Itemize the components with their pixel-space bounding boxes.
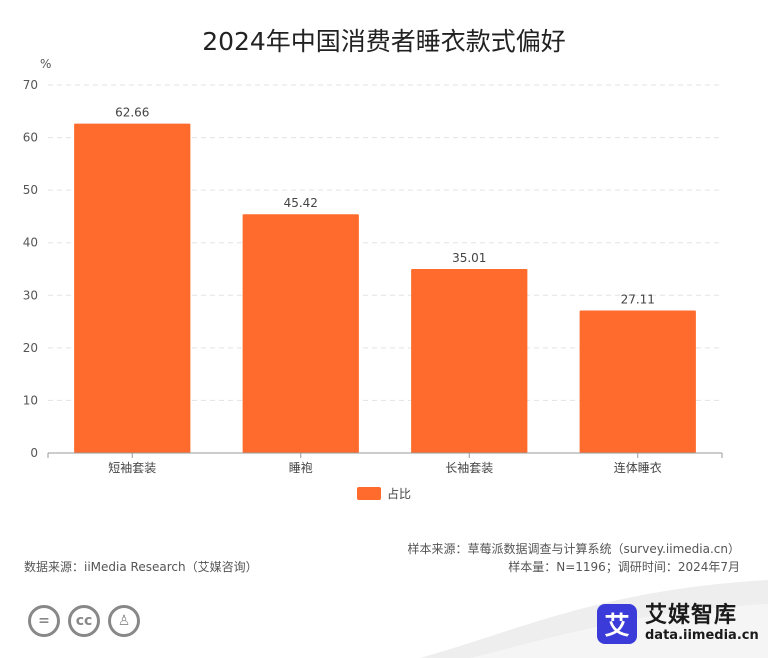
brand-name: 艾媒智库 — [645, 603, 738, 628]
y-tick-label: 60 — [23, 131, 38, 145]
y-tick-label: 50 — [23, 183, 38, 197]
brand-badge-icon: 艾 — [597, 604, 637, 644]
x-tick-label: 短袖套装 — [108, 460, 156, 475]
x-tick-label: 连体睡衣 — [614, 460, 662, 475]
y-axis-unit-label: % — [40, 57, 51, 71]
value-labels: 62.66 45.42 35.01 27.11 — [115, 106, 655, 307]
value-label: 35.01 — [452, 251, 486, 265]
license-icons: = cc ♙ — [28, 605, 140, 637]
value-label: 62.66 — [115, 106, 149, 120]
sample-source: 样本来源：草莓派数据调查与计算系统（survey.iimedia.cn） — [407, 542, 740, 556]
x-tick-label: 睡袍 — [289, 460, 313, 475]
y-axis-ticks: 0 10 20 30 40 50 60 70 — [23, 78, 38, 460]
sample-info: 样本量：N=1196；调研时间：2024年7月 — [508, 560, 740, 574]
y-tick-label: 40 — [23, 236, 38, 250]
value-label: 27.11 — [621, 292, 655, 306]
person-icon: ♙ — [108, 605, 140, 637]
chart-title: 2024年中国消费者睡衣款式偏好 — [202, 27, 566, 56]
y-tick-label: 20 — [23, 341, 38, 355]
x-axis-ticks: 短袖套装 睡袍 长袖套装 连体睡衣 — [47, 453, 723, 475]
bar — [579, 310, 696, 453]
y-tick-label: 70 — [23, 78, 38, 92]
cc-icon: cc — [68, 605, 100, 637]
x-tick-label: 长袖套装 — [445, 460, 493, 475]
equal-sign-icon: = — [28, 605, 60, 637]
y-tick-label: 0 — [30, 446, 38, 460]
bars — [74, 123, 696, 453]
bar-chart: % 0 10 20 30 40 50 60 70 62.66 45.42 35.01 27.11 短… — [23, 57, 723, 475]
legend-label: 占比 — [387, 487, 412, 501]
legend-swatch — [357, 487, 381, 500]
bar — [411, 268, 528, 453]
brand-logo[interactable]: 艾 艾媒智库 data.iimedia.cn — [597, 604, 759, 644]
brand-url: data.iimedia.cn — [645, 628, 759, 643]
bar — [74, 123, 191, 453]
y-tick-label: 10 — [23, 393, 38, 407]
value-label: 45.42 — [284, 196, 318, 210]
data-source: 数据来源：iiMedia Research（艾媒咨询） — [24, 560, 258, 574]
bar — [242, 214, 359, 453]
y-tick-label: 30 — [23, 288, 38, 302]
legend[interactable]: 占比 — [357, 485, 411, 502]
